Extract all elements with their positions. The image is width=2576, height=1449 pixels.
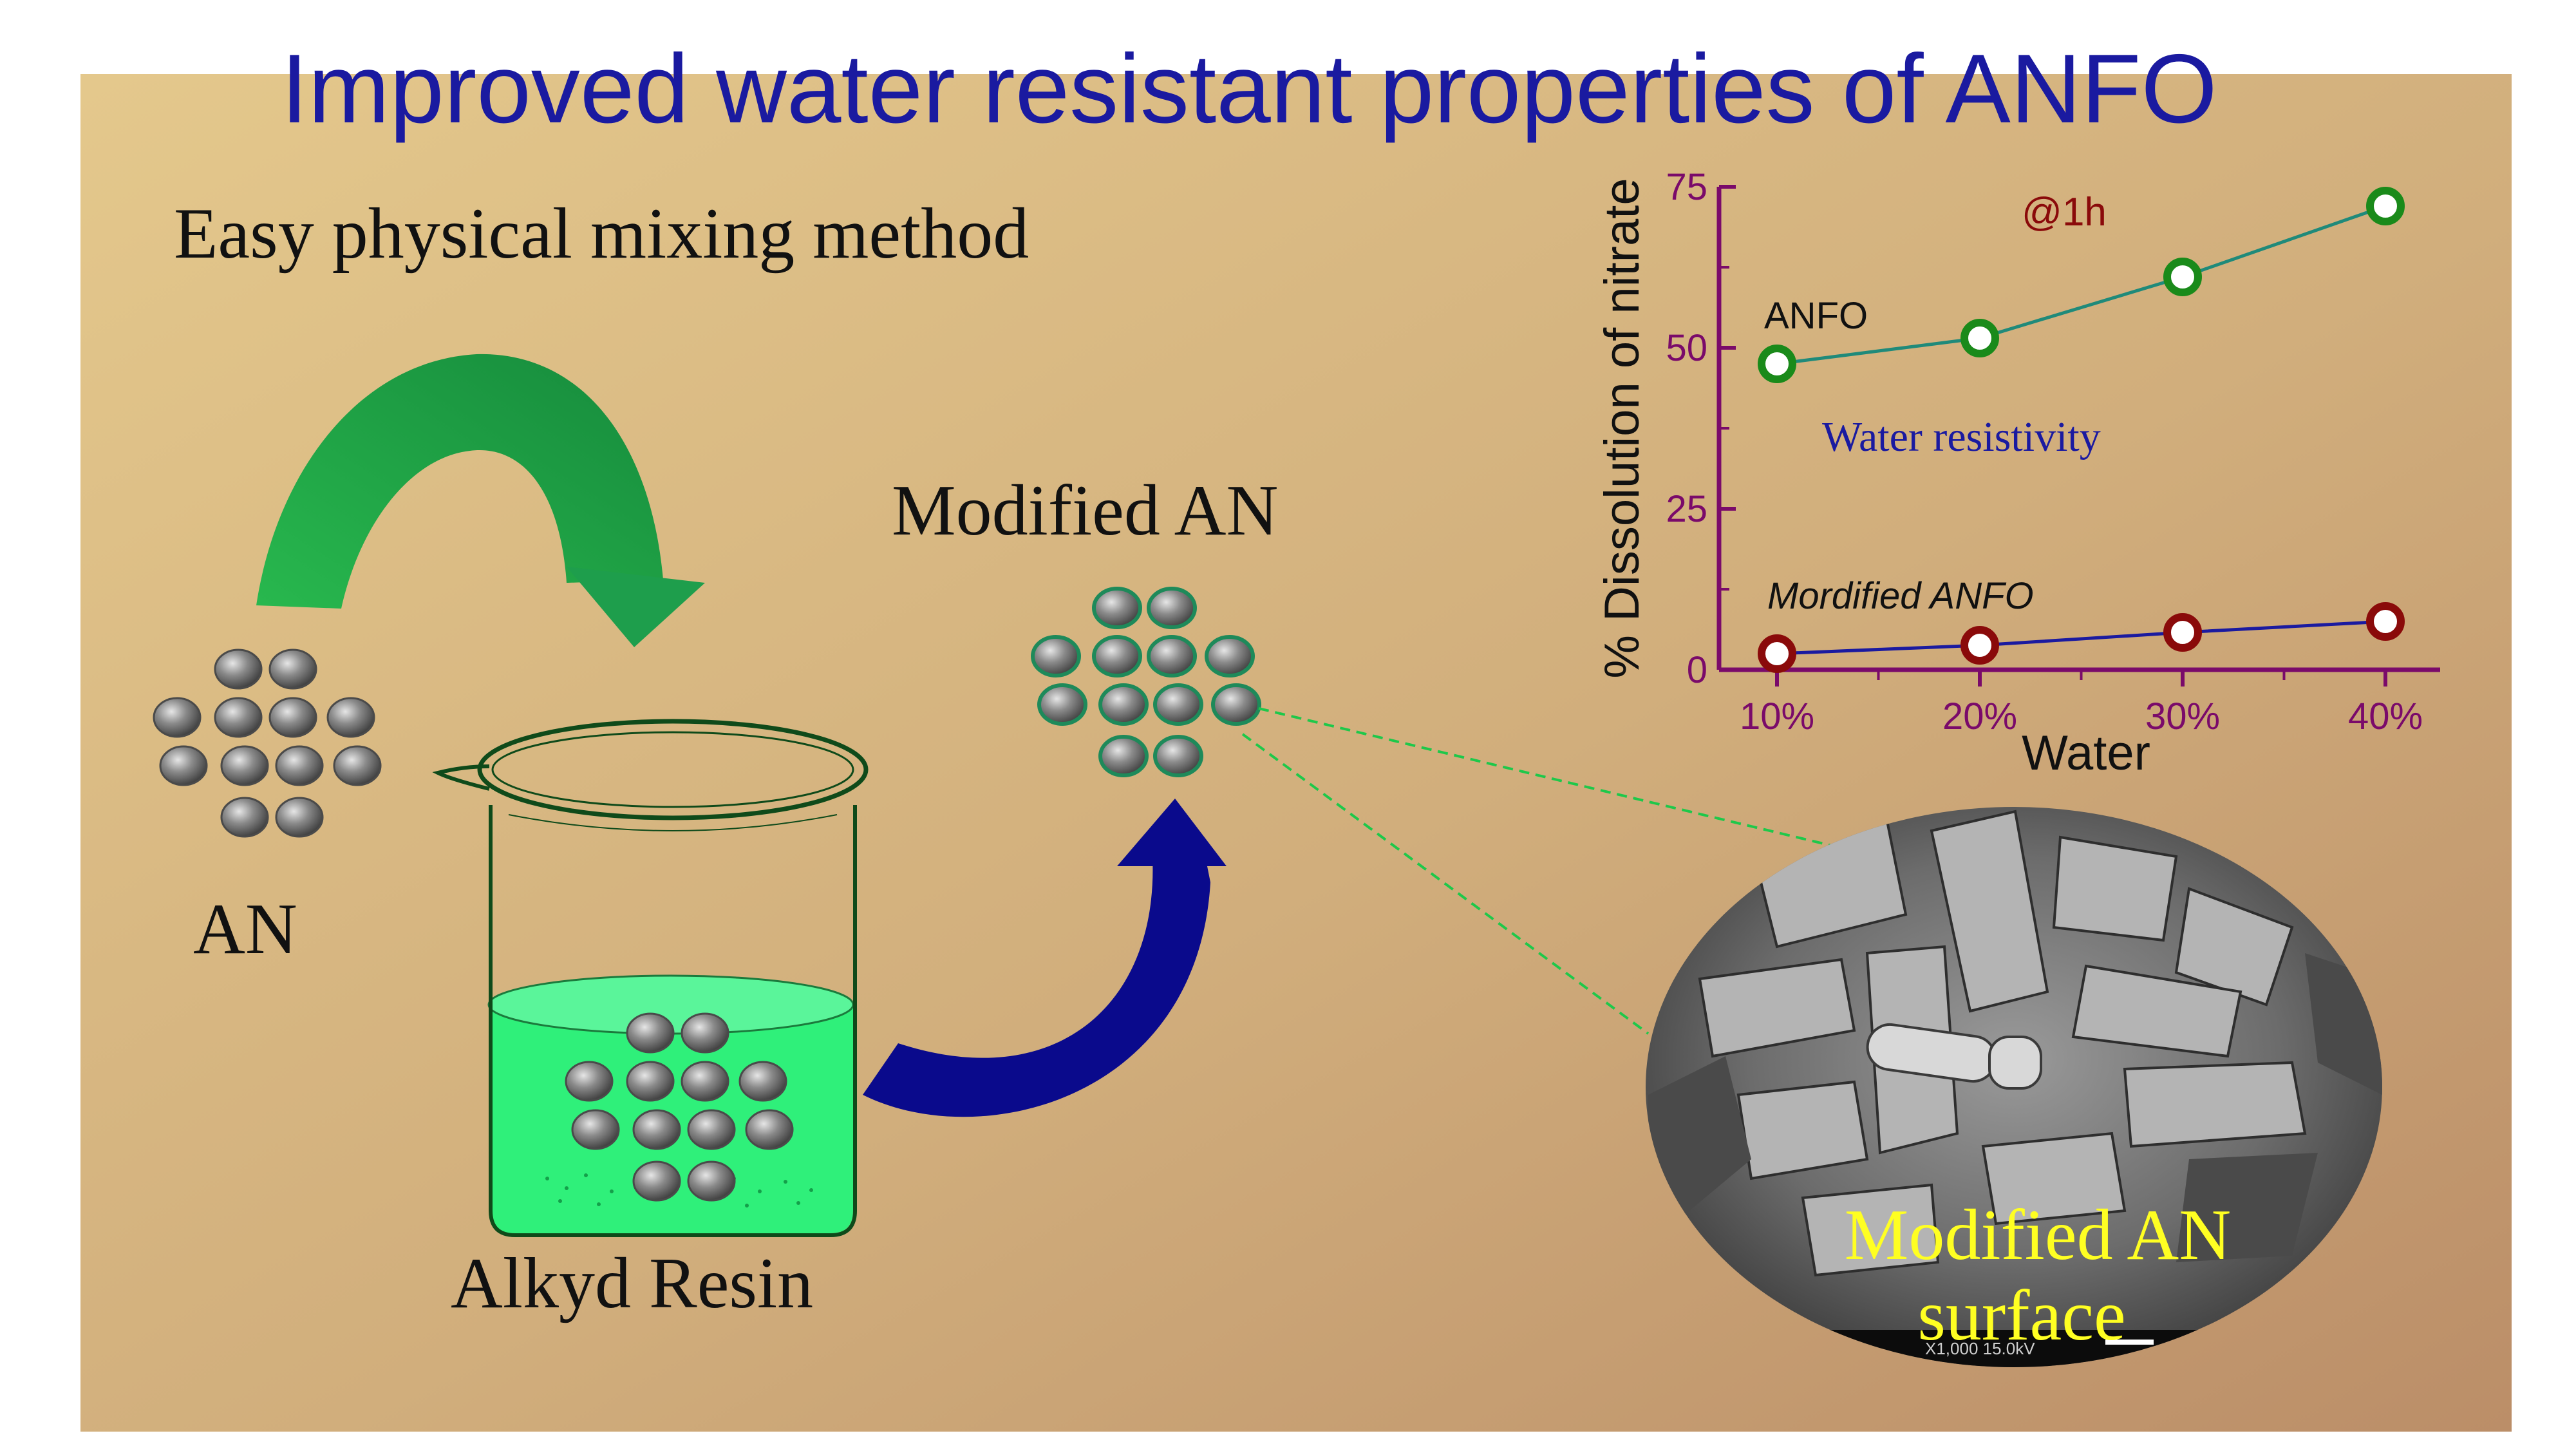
blue-curved-arrow-icon [863,799,1227,1117]
x-tick-label: 20% [1942,696,2017,737]
dissolution-chart: 0 25 50 75 10% 20% 30% 40% % Dissolution of ni… [1595,166,2440,781]
zoom-line-top [1258,707,1865,855]
data-point-modified-anfo [1758,634,1796,673]
chart-y-axis-label: % Dissolution of nitrate [1595,178,1650,678]
sem-caption-line1: Modified AN [1845,1195,2231,1275]
series-label-modified-anfo: Mordified ANFO [1767,575,2034,617]
sem-scale-bar [2105,1340,2154,1345]
data-point-anfo [1960,319,1999,357]
data-point-modified-anfo [2366,602,2405,641]
data-point-modified-anfo [2163,613,2202,652]
chart-inner-label-water-resistivity: Water resistivity [1822,413,2101,460]
zoom-line-bottom [1241,733,1650,1035]
series-line-modified-anfo [1776,620,2386,656]
series-line-anfo [1776,204,2386,366]
data-point-anfo [2366,187,2405,225]
chart-x-ticks: 10% 20% 30% 40% [1740,670,2423,737]
y-tick-label: 75 [1666,166,1707,208]
page-title: Improved water resistant properties of A… [281,34,2217,144]
alkyd-resin-label: Alkyd Resin [451,1244,813,1323]
x-tick-label: 40% [2348,696,2423,737]
sem-caption-line2: surface [1917,1276,2125,1356]
chart-series [1758,187,2405,673]
chart-x-axis-label: Water [2022,726,2150,781]
data-point-anfo [1758,345,1796,383]
method-subtitle: Easy physical mixing method [174,194,1029,274]
chart-y-ticks: 0 25 50 75 [1666,166,1736,691]
x-tick-label: 10% [1740,696,1814,737]
data-point-anfo [2163,258,2202,296]
y-tick-label: 25 [1666,488,1707,530]
data-point-modified-anfo [1960,626,1999,665]
y-tick-label: 50 [1666,327,1707,369]
series-label-anfo: ANFO [1764,295,1868,337]
sem-scale-text: X1,000 15.0kV [1925,1339,2035,1358]
an-label: AN [193,889,297,969]
x-tick-label: 30% [2145,696,2220,737]
modified-an-label: Modified AN [892,471,1278,551]
green-curved-arrow-icon [256,354,705,647]
y-tick-label: 0 [1687,649,1707,691]
chart-annotation-1h: @1h [2022,190,2107,234]
